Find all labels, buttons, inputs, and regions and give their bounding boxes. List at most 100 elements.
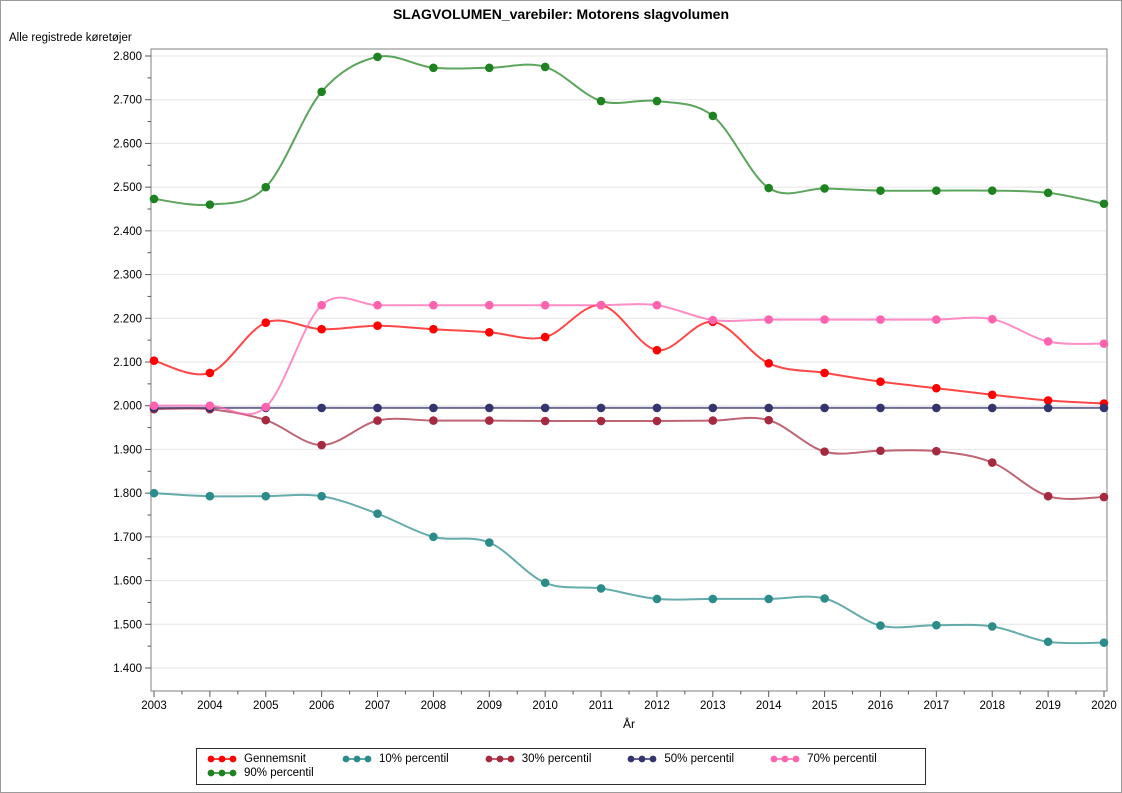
- data-point-90-percentil: [429, 63, 438, 73]
- data-point-50-percentil: [764, 403, 774, 413]
- data-point-90-percentil: [484, 63, 494, 73]
- data-point-30-percentil: [876, 446, 885, 456]
- y-tick-label: 1.700: [113, 532, 142, 544]
- data-point-90-percentil: [1099, 199, 1109, 209]
- x-tick-label: 2012: [644, 700, 670, 712]
- legend-label: 90% percentil: [244, 767, 314, 779]
- data-point-70-percentil: [708, 315, 718, 325]
- data-point-50-percentil: [652, 403, 662, 413]
- data-point-50-percentil: [484, 403, 494, 413]
- legend-item-gennemsnit: Gennemsnit: [207, 753, 306, 765]
- data-point-70-percentil: [373, 300, 382, 310]
- data-point-10-percentil: [1099, 638, 1109, 647]
- data-point-90-percentil: [987, 186, 997, 195]
- data-point-30-percentil: [708, 416, 718, 425]
- x-tick-label: 2013: [700, 700, 726, 712]
- data-point-gennemsnit: [1043, 396, 1053, 405]
- data-point-50-percentil: [820, 403, 829, 413]
- data-point-50-percentil: [932, 403, 941, 413]
- data-point-30-percentil: [1043, 491, 1053, 501]
- x-tick-label: 2014: [756, 700, 782, 712]
- legend-label: 50% percentil: [664, 753, 735, 765]
- data-point-50-percentil: [429, 403, 438, 413]
- legend-marker-icon: [342, 755, 372, 763]
- legend-item-90-percentil: 90% percentil: [207, 767, 314, 779]
- data-point-50-percentil: [317, 403, 326, 413]
- data-point-90-percentil: [317, 87, 326, 97]
- data-point-70-percentil: [205, 401, 215, 411]
- data-point-gennemsnit: [317, 324, 326, 334]
- data-point-90-percentil: [261, 182, 271, 192]
- y-tick-label: 2.300: [113, 270, 142, 282]
- y-tick-label: 1.800: [113, 488, 142, 500]
- x-tick-label: 2019: [1035, 700, 1061, 712]
- data-point-50-percentil: [1099, 403, 1109, 413]
- data-point-10-percentil: [932, 620, 941, 630]
- x-tick-label: 2003: [141, 700, 167, 712]
- x-tick-label: 2004: [197, 700, 223, 712]
- data-point-90-percentil: [820, 184, 829, 193]
- data-point-70-percentil: [596, 300, 606, 310]
- series-line-70-percentil: [153, 296, 1105, 416]
- data-point-30-percentil: [932, 446, 941, 456]
- data-point-gennemsnit: [149, 356, 159, 365]
- data-point-30-percentil: [652, 416, 662, 426]
- y-tick-label: 2.400: [113, 226, 142, 238]
- data-point-50-percentil: [373, 403, 382, 413]
- data-point-50-percentil: [708, 403, 718, 413]
- data-point-30-percentil: [373, 416, 382, 425]
- data-point-gennemsnit: [261, 318, 271, 327]
- y-tick-label: 2.200: [113, 313, 142, 325]
- data-point-10-percentil: [205, 491, 215, 501]
- data-point-10-percentil: [261, 491, 271, 501]
- x-tick-label: 2008: [421, 700, 447, 712]
- data-point-gennemsnit: [652, 345, 662, 355]
- data-point-90-percentil: [764, 183, 774, 193]
- data-point-10-percentil: [987, 622, 997, 631]
- data-point-70-percentil: [1043, 337, 1053, 346]
- y-tick-label: 2.100: [113, 357, 142, 369]
- data-point-10-percentil: [876, 621, 885, 630]
- data-point-90-percentil: [1043, 188, 1053, 198]
- data-point-10-percentil: [484, 538, 494, 547]
- series-line-gennemsnit: [153, 304, 1105, 405]
- data-point-70-percentil: [317, 300, 326, 310]
- x-tick-label: 2018: [979, 700, 1005, 712]
- x-tick-label: 2009: [476, 700, 502, 712]
- data-point-10-percentil: [149, 488, 159, 498]
- legend-item-70-percentil: 70% percentil: [770, 753, 877, 765]
- data-point-30-percentil: [764, 415, 774, 425]
- data-point-90-percentil: [149, 194, 159, 204]
- data-point-gennemsnit: [820, 368, 829, 378]
- data-point-90-percentil: [708, 111, 718, 121]
- x-axis-title: År: [623, 717, 635, 731]
- data-point-30-percentil: [317, 440, 326, 450]
- legend-label: 30% percentil: [521, 753, 592, 765]
- x-tick-label: 2020: [1091, 700, 1117, 712]
- data-point-90-percentil: [932, 186, 941, 195]
- data-point-70-percentil: [764, 315, 774, 324]
- data-point-30-percentil: [484, 416, 494, 425]
- data-point-30-percentil: [987, 458, 997, 467]
- data-point-10-percentil: [429, 532, 438, 542]
- data-point-70-percentil: [261, 402, 271, 412]
- x-tick-label: 2007: [365, 700, 391, 712]
- data-point-90-percentil: [205, 200, 215, 209]
- legend-marker-icon: [207, 755, 237, 763]
- data-point-90-percentil: [596, 96, 606, 106]
- y-tick-label: 2.500: [113, 182, 142, 194]
- data-point-gennemsnit: [876, 377, 885, 386]
- data-point-70-percentil: [820, 315, 829, 324]
- data-point-gennemsnit: [932, 383, 941, 393]
- data-point-70-percentil: [540, 300, 550, 310]
- y-tick-label: 1.600: [113, 576, 142, 588]
- data-point-10-percentil: [317, 491, 326, 501]
- data-point-70-percentil: [429, 300, 438, 310]
- data-point-90-percentil: [876, 186, 885, 195]
- data-point-50-percentil: [876, 403, 885, 413]
- data-point-10-percentil: [540, 578, 550, 588]
- y-axis-note: Alle registrede køretøjer: [9, 32, 132, 44]
- data-point-90-percentil: [373, 52, 382, 62]
- x-tick-label: 2010: [532, 700, 558, 712]
- x-tick-label: 2006: [309, 700, 335, 712]
